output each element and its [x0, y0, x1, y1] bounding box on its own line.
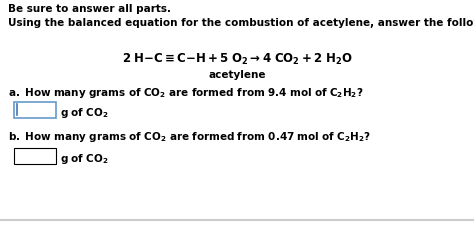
Text: $\mathbf{g\ of\ CO_2}$: $\mathbf{g\ of\ CO_2}$ — [60, 152, 109, 166]
Text: acetylene: acetylene — [208, 70, 266, 80]
Bar — [14, 102, 56, 118]
Text: $\mathbf{a.\ How\ many\ grams\ of\ CO_2\ are\ formed\ from\ 9.4\ mol\ of\ C_2H_2: $\mathbf{a.\ How\ many\ grams\ of\ CO_2\… — [8, 86, 364, 100]
Text: $\mathbf{b.\ How\ many\ grams\ of\ CO_2\ are\ formed\ from\ 0.47\ mol\ of\ C_2H_: $\mathbf{b.\ How\ many\ grams\ of\ CO_2\… — [8, 130, 371, 144]
Text: $\mathbf{2\ H{-}C{\equiv}C{-}H + 5\ O_2 \rightarrow 4\ CO_2 + 2\ H_2O}$: $\mathbf{2\ H{-}C{\equiv}C{-}H + 5\ O_2 … — [122, 52, 352, 67]
Text: Using the balanced equation for the combustion of acetylene, answer the followin: Using the balanced equation for the comb… — [8, 18, 474, 28]
Text: Be sure to answer all parts.: Be sure to answer all parts. — [8, 4, 171, 14]
Bar — [14, 148, 56, 164]
Text: $\mathbf{g\ of\ CO_2}$: $\mathbf{g\ of\ CO_2}$ — [60, 106, 109, 120]
